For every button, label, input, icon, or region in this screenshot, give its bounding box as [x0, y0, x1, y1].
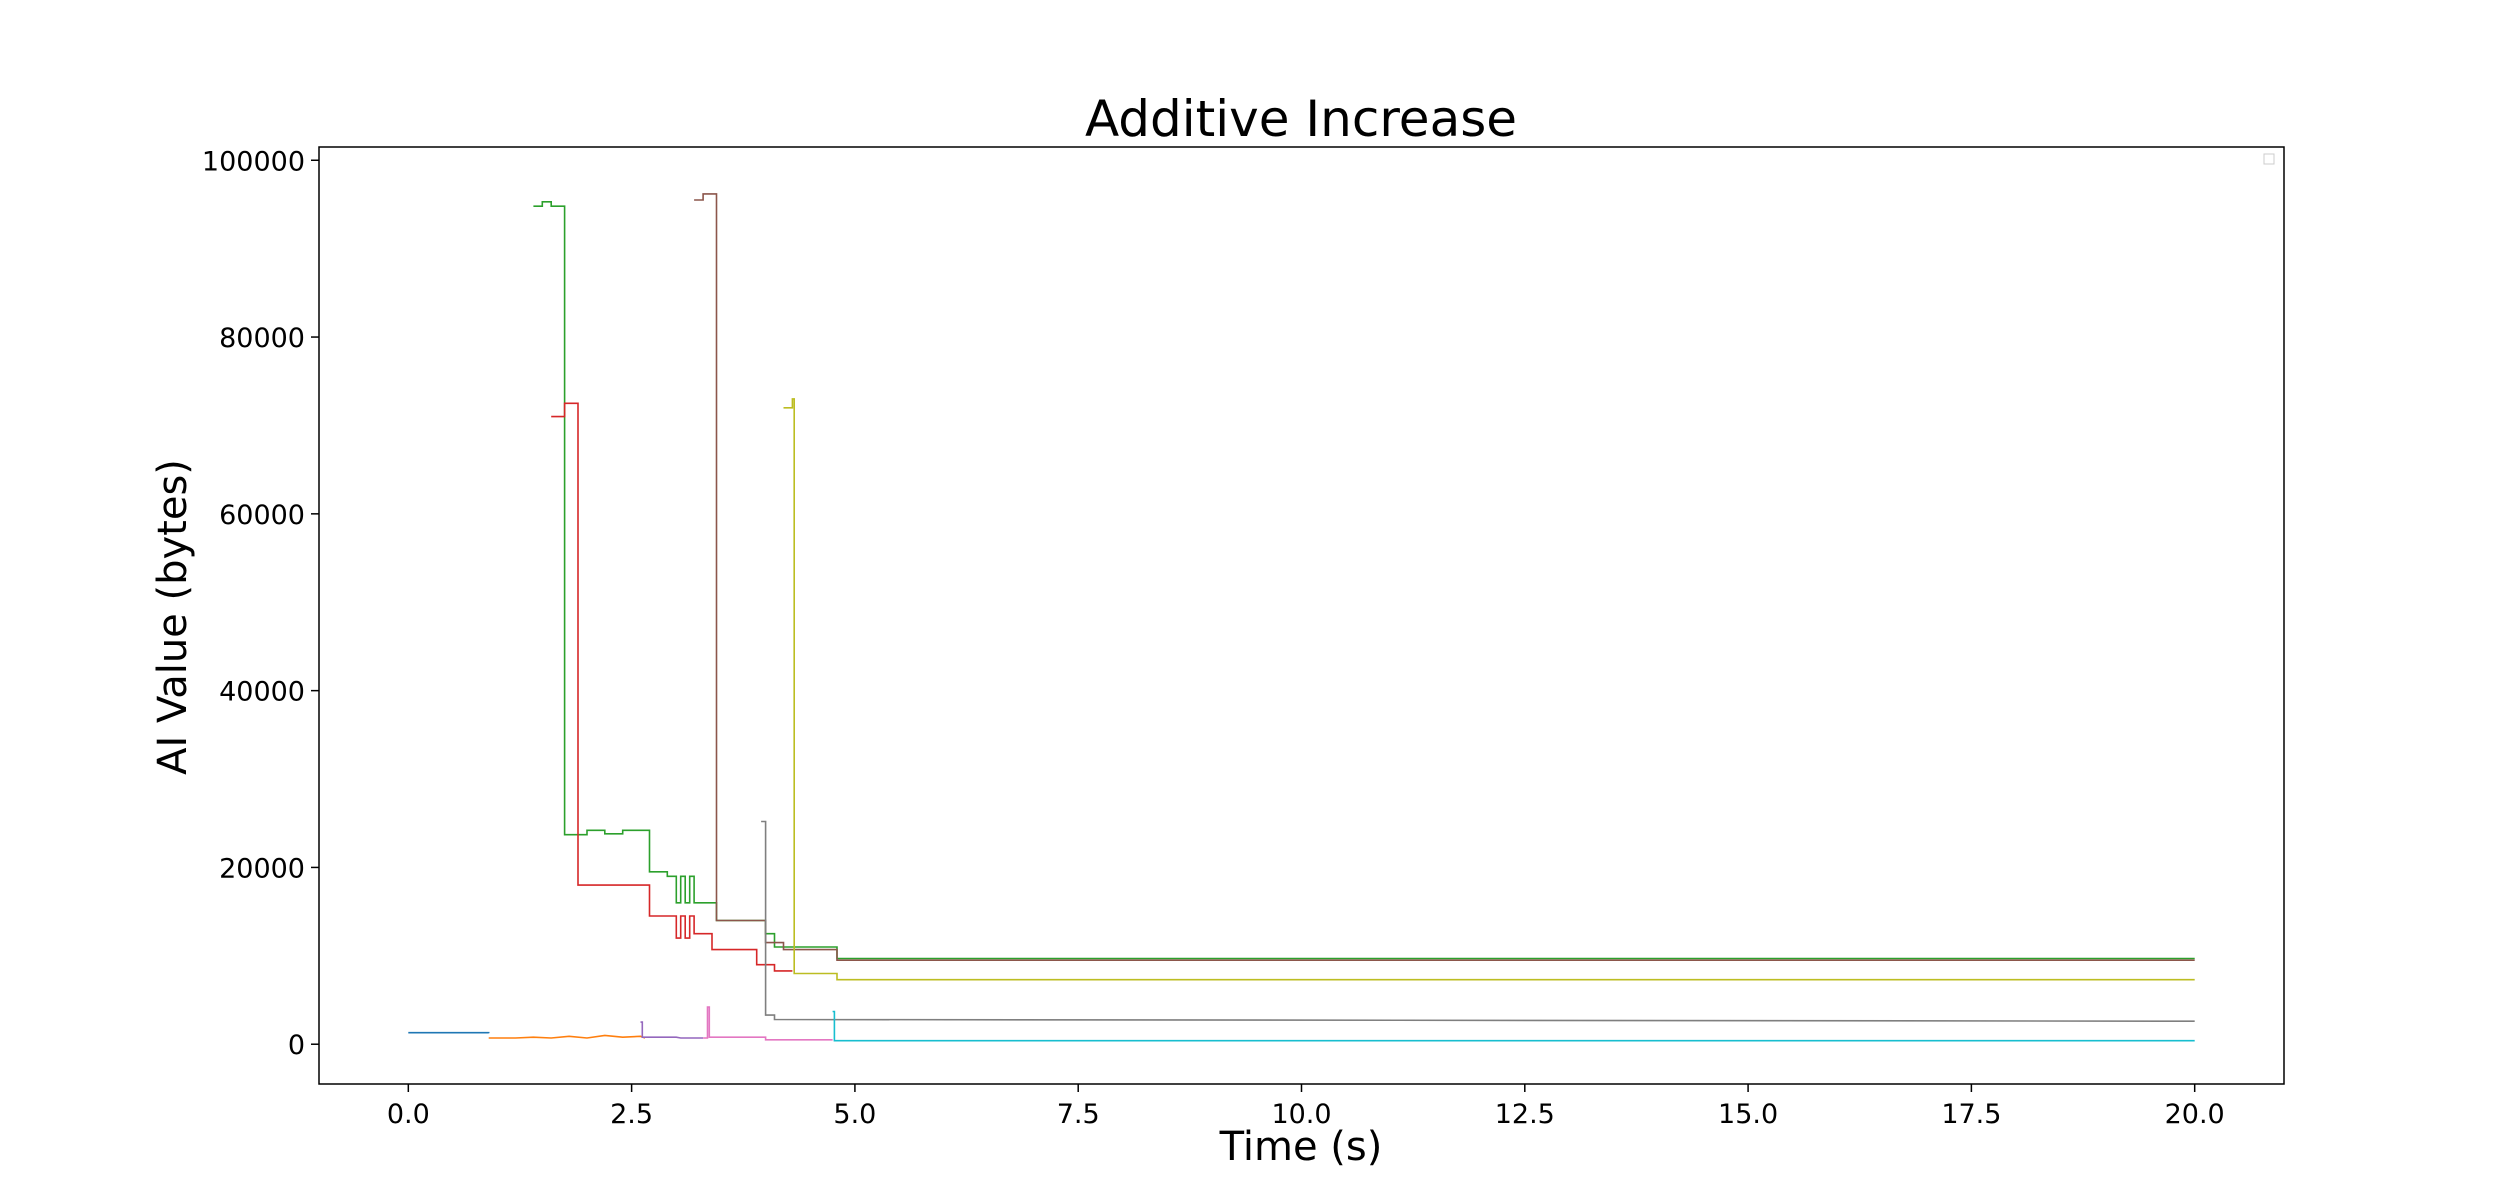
- y-axis-label: AI Value (bytes): [150, 459, 196, 775]
- x-tick-label: 12.5: [1495, 1099, 1555, 1130]
- x-tick-label: 2.5: [610, 1099, 653, 1130]
- y-tick-label: 20000: [219, 853, 305, 884]
- series-line-8: [761, 820, 2195, 1022]
- y-tick-label: 40000: [219, 677, 305, 708]
- series-line-10: [832, 1010, 2195, 1042]
- x-tick-label: 20.0: [2165, 1099, 2225, 1130]
- x-tick-label: 15.0: [1718, 1099, 1778, 1130]
- series-line-5: [640, 1021, 704, 1039]
- y-tick-label: 80000: [219, 323, 305, 354]
- x-tick-label: 5.0: [833, 1099, 876, 1130]
- series-line-2: [488, 1034, 646, 1039]
- series-line-1: [408, 1031, 490, 1034]
- x-axis-label: Time (s): [1219, 1124, 1383, 1170]
- x-tick-label: 0.0: [387, 1099, 430, 1130]
- series-line-7: [703, 1006, 833, 1041]
- chart-title: Additive Increase: [1085, 90, 1517, 148]
- legend-box: [2263, 153, 2275, 165]
- y-tick-label: 60000: [219, 500, 305, 531]
- x-axis-ticks: 0.0 2.5 5.0 7.5 10.0 12.5 15.0 17.5 20.0: [387, 1084, 2225, 1130]
- x-tick-label: 10.0: [1271, 1099, 1331, 1130]
- series-line-4: [551, 402, 793, 972]
- y-tick-label: 100000: [202, 146, 305, 177]
- x-tick-label: 7.5: [1057, 1099, 1100, 1130]
- y-axis-ticks: 0 20000 40000 60000 80000 100000: [202, 146, 319, 1061]
- x-tick-label: 17.5: [1941, 1099, 2001, 1130]
- series-line-9: [783, 398, 2195, 981]
- plot-series: [408, 193, 2195, 1042]
- y-tick-label: 0: [288, 1030, 305, 1061]
